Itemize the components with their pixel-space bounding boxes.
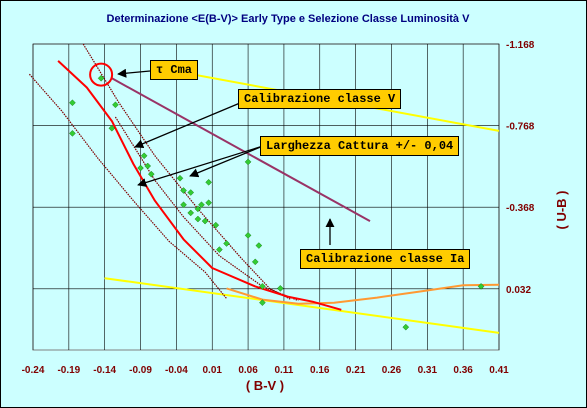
x-tick-labels: -0.24 -0.19 -0.14 -0.09 -0.04 0.01 0.06 0.11 0.1… xyxy=(22,365,510,376)
x-tick-label: 0.16 xyxy=(310,365,330,376)
x-tick-label: -0.04 xyxy=(165,365,188,376)
data-point xyxy=(187,209,195,217)
x-tick-label: 0.31 xyxy=(418,365,438,376)
x-tick-label: 0.11 xyxy=(274,365,293,376)
y-tick-labels: -1.168 -0.768 -0.368 0.032 xyxy=(506,40,535,296)
class-ia-line xyxy=(111,77,371,222)
data-point xyxy=(97,74,105,82)
data-point xyxy=(194,205,202,213)
data-point xyxy=(201,217,209,225)
data-point xyxy=(112,101,119,109)
arrow-capture-1 xyxy=(137,145,264,187)
data-point xyxy=(148,170,155,178)
data-point xyxy=(69,130,76,137)
y-tick-label: -0.368 xyxy=(506,203,535,214)
data-point xyxy=(69,99,76,107)
x-tick-label: -0.09 xyxy=(129,365,152,376)
data-point xyxy=(176,174,184,182)
x-tick-label: -0.14 xyxy=(93,365,116,376)
data-point xyxy=(108,124,116,132)
data-point xyxy=(259,299,266,306)
tcma-circle xyxy=(89,62,114,87)
data-point xyxy=(244,158,252,166)
data-points xyxy=(69,62,485,331)
data-point xyxy=(187,189,195,196)
data-point xyxy=(277,285,284,292)
arrow-tcma xyxy=(117,68,151,78)
annotation-arrows xyxy=(117,68,335,245)
data-point xyxy=(216,246,223,253)
orange-curve xyxy=(226,283,500,305)
arrow-capture-2 xyxy=(189,145,264,178)
main-sequence-line xyxy=(57,60,342,311)
data-point xyxy=(140,152,148,160)
annotation-calibrazione-ia: Calibrazione classe Ia xyxy=(300,249,471,269)
data-point xyxy=(180,187,187,194)
data-point xyxy=(137,164,144,172)
yellow-line-bottom xyxy=(104,277,500,334)
x-axis-label: ( B-V ) xyxy=(246,378,284,393)
data-point xyxy=(205,179,212,186)
y-tick-label: -0.768 xyxy=(506,122,535,133)
data-point xyxy=(212,221,220,229)
arrow-calib-v xyxy=(134,102,241,149)
x-tick-label: 0.21 xyxy=(346,365,366,376)
data-point xyxy=(205,199,212,206)
data-point xyxy=(244,232,252,239)
data-point xyxy=(198,201,205,209)
x-tick-label: 0.01 xyxy=(202,365,222,376)
data-point xyxy=(180,201,187,209)
data-point xyxy=(144,162,151,170)
x-tick-label: 0.26 xyxy=(382,365,402,376)
y-axis-label: ( U-B ) xyxy=(554,191,569,230)
annotation-tcma: τ Cma xyxy=(150,60,199,80)
data-point xyxy=(259,283,266,290)
capture-band-lower xyxy=(28,73,228,299)
x-tick-label: 0.06 xyxy=(238,365,258,376)
x-tick-label: 0.36 xyxy=(453,365,473,376)
y-tick-label: -1.168 xyxy=(506,40,535,51)
data-point xyxy=(223,240,230,247)
x-tick-label: -0.24 xyxy=(22,365,45,376)
data-point xyxy=(477,283,485,290)
x-tick-label: -0.19 xyxy=(57,365,80,376)
capture-band-inner xyxy=(114,116,299,302)
data-point xyxy=(194,215,202,223)
annotation-calibrazione-v: Calibrazione classe V xyxy=(238,89,402,109)
chart-title: Determinazione <E(B-V)> Early Type e Sel… xyxy=(107,13,471,25)
y-tick-label: 0.032 xyxy=(506,285,531,296)
data-point xyxy=(402,323,410,331)
data-point xyxy=(255,242,263,249)
x-tick-label: 0.41 xyxy=(489,365,509,376)
annotation-larghezza-cattura: Larghezza Cattura +/- 0,04 xyxy=(260,136,460,156)
data-point xyxy=(251,258,259,266)
